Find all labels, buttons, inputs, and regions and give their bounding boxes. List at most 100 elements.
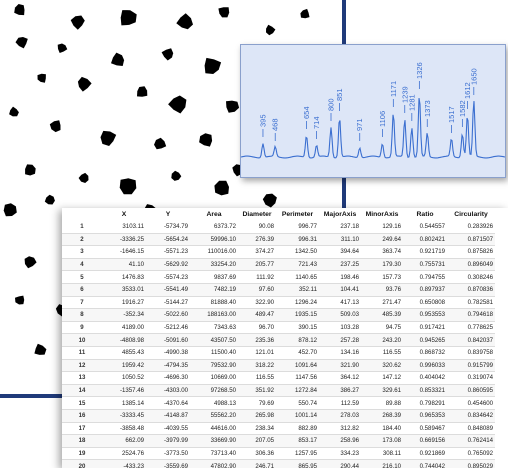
table-cell: 278.03	[319, 409, 361, 423]
table-cell: 198.46	[319, 270, 361, 284]
table-cell: 865.95	[276, 459, 319, 468]
particle-blob	[171, 170, 182, 181]
table-cell: -3858.48	[102, 422, 146, 436]
peak-label: 800	[327, 98, 336, 111]
table-cell: 394.64	[319, 245, 361, 259]
peak-label: 1612	[463, 82, 472, 99]
particle-blob	[100, 130, 117, 146]
particle-blob	[37, 73, 46, 83]
particle-blob	[3, 203, 17, 217]
table-cell: 188163.00	[190, 308, 238, 322]
data-table-panel: X Y Area Diameter Perimeter MajorAxis MinorAxi…	[62, 208, 508, 468]
table-cell: 173.08	[361, 434, 403, 448]
table-cell: 882.89	[276, 422, 319, 436]
peak-label: 1650	[469, 68, 478, 85]
table-cell: 0.921869	[403, 447, 447, 461]
table-cell: 0.744042	[403, 459, 447, 468]
particle-blob	[154, 137, 167, 150]
row-number: 19	[62, 447, 102, 461]
particle-blob	[262, 193, 277, 208]
peak-label: 1171	[389, 81, 398, 97]
table-row: 7 1916.27 -5144.27 81888.40 322.90 1296.24 417…	[62, 296, 495, 310]
table-cell: 312.82	[319, 422, 361, 436]
table-cell: 44616.00	[190, 422, 238, 436]
table-cell: 390.15	[276, 321, 319, 335]
table-row: 14 -1357.46 -4303.00 97268.50 351.92 1272.84 3…	[62, 384, 495, 398]
table-row: 18 662.09 -3979.99 33669.90 207.05 853.17 258.…	[62, 434, 495, 448]
table-cell: 0.853321	[403, 384, 447, 398]
table-cell: -3333.45	[102, 409, 146, 423]
table-cell: 111.92	[238, 270, 276, 284]
table-cell: 1001.14	[276, 409, 319, 423]
column-header	[62, 208, 102, 221]
table-cell: -5212.46	[146, 321, 190, 335]
particle-blob	[77, 76, 92, 92]
table-cell: 0.454600	[447, 396, 495, 410]
table-cell: 721.43	[276, 258, 319, 272]
table-row: 5 1476.83 -5574.23 9837.69 111.92 1140.65 198.…	[62, 270, 495, 284]
row-number: 5	[62, 270, 102, 284]
particle-blob	[199, 133, 213, 147]
table-cell: 0.669156	[403, 434, 447, 448]
table-cell: 73713.40	[190, 447, 238, 461]
particle-blob	[214, 180, 229, 196]
table-cell: 352.11	[276, 283, 319, 297]
particle-blob	[9, 106, 19, 117]
table-cell: 1959.42	[102, 359, 146, 373]
table-cell: 0.544557	[403, 221, 447, 234]
table-cell: -4303.00	[146, 384, 190, 398]
table-cell: 2524.76	[102, 447, 146, 461]
particle-blob	[57, 43, 68, 53]
table-cell: 1935.15	[276, 308, 319, 322]
table-cell: 0.965353	[403, 409, 447, 423]
table-cell: 996.31	[276, 233, 319, 247]
table-cell: 321.90	[319, 359, 361, 373]
table-cell: 1342.50	[276, 245, 319, 259]
particle-blob	[226, 100, 240, 113]
table-cell: 0.778625	[447, 321, 495, 335]
table-cell: 258.96	[319, 434, 361, 448]
row-number: 16	[62, 409, 102, 423]
table-cell: 96.70	[238, 321, 276, 335]
table-cell: 0.921719	[403, 245, 447, 259]
row-number: 7	[62, 296, 102, 310]
table-cell: 179.30	[361, 258, 403, 272]
table-cell: 0.589467	[403, 422, 447, 436]
table-cell: 329.61	[361, 384, 403, 398]
table-cell: 364.12	[319, 371, 361, 385]
table-cell: 9837.69	[190, 270, 238, 284]
row-number: 12	[62, 359, 102, 373]
table-cell: 207.05	[238, 434, 276, 448]
table-row: 17 -3858.48 -4039.55 44616.00 238.34 882.89 31…	[62, 422, 495, 436]
row-number: 3	[62, 245, 102, 259]
table-cell: 1140.65	[276, 270, 319, 284]
table-cell: -352.34	[102, 308, 146, 322]
peak-label: 654	[302, 106, 311, 119]
table-cell: 249.64	[361, 233, 403, 247]
table-cell: 41.10	[102, 258, 146, 272]
table-row: 16 -3333.45 -4148.87 55562.20 265.98 1001.14 2…	[62, 409, 495, 423]
table-cell: 0.915799	[447, 359, 495, 373]
table-cell: 0.762414	[447, 434, 495, 448]
table-cell: 0.917421	[403, 321, 447, 335]
table-cell: 7482.19	[190, 283, 238, 297]
row-number: 18	[62, 434, 102, 448]
table-cell: 1385.14	[102, 396, 146, 410]
particle-blob	[120, 10, 137, 26]
row-number: 20	[62, 459, 102, 468]
table-cell: 4988.13	[190, 396, 238, 410]
particle-blob	[111, 52, 125, 66]
table-cell: 322.90	[238, 296, 276, 310]
table-cell: 104.41	[319, 283, 361, 297]
table-cell: 1147.56	[276, 371, 319, 385]
table-cell: 308.11	[361, 447, 403, 461]
peak-label: 1239	[400, 86, 409, 103]
peak-label: 1517	[447, 106, 456, 123]
table-cell: 116.55	[361, 346, 403, 360]
row-number: 14	[62, 384, 102, 398]
peak-label: 468	[271, 118, 280, 131]
particle-blob	[78, 172, 89, 183]
table-cell: -5629.92	[146, 258, 190, 272]
table-cell: 878.12	[276, 333, 319, 347]
particle-blob	[168, 95, 187, 114]
